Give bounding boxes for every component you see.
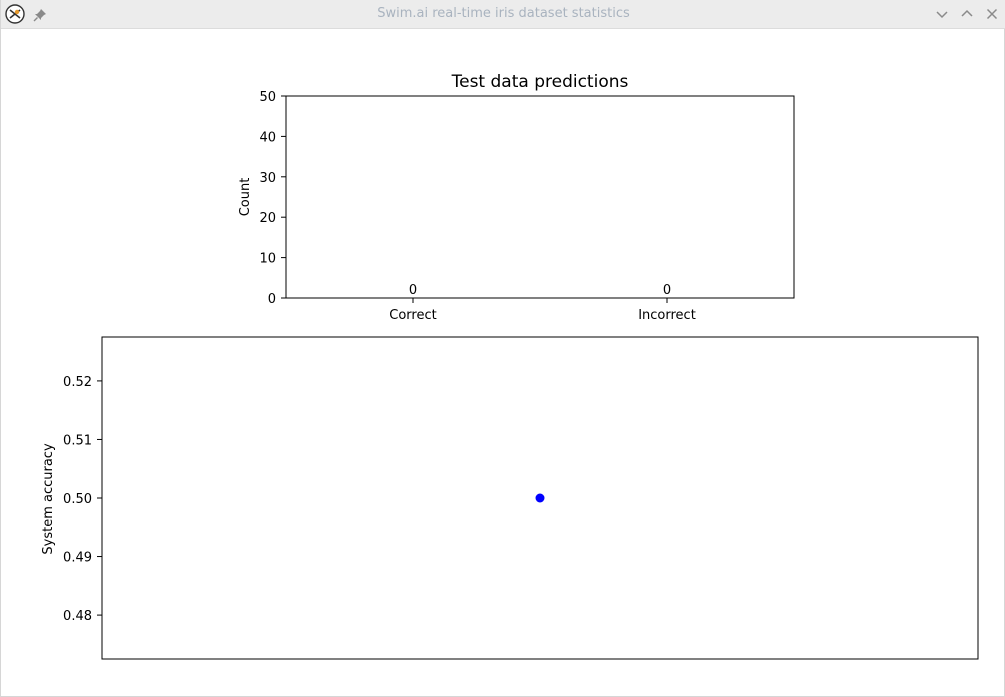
bar-y-tick-label: 20: [259, 211, 276, 226]
accuracy-point: [535, 493, 545, 503]
accuracy-y-tick-label: 0.49: [63, 551, 92, 566]
bar-x-tick-label: Incorrect: [638, 308, 696, 323]
accuracy-y-tick-label: 0.48: [63, 609, 92, 624]
accuracy-y-tick-label: 0.51: [63, 433, 92, 448]
minimize-button[interactable]: [934, 6, 950, 22]
window-title: Swim.ai real-time iris dataset statistic…: [377, 6, 630, 21]
bar-y-tick-label: 0: [268, 292, 276, 307]
bar-chart: Test data predictions 0 10 20 30 40 50 Correc…: [238, 72, 795, 323]
figure-canvas: Test data predictions 0 10 20 30 40 50 Correc…: [41, 72, 979, 660]
accuracy-y-tick-label: 0.50: [63, 492, 92, 507]
maximize-button[interactable]: [959, 6, 975, 22]
close-button[interactable]: [984, 6, 1000, 22]
accuracy-chart: 0.48 0.49 0.50 0.51 0.52 System accuracy: [41, 336, 979, 660]
accuracy-chart-y-label: System accuracy: [41, 443, 56, 555]
bar-y-tick-label: 50: [259, 90, 276, 105]
bar-chart-y-ticks: 0 10 20 30 40 50: [259, 90, 286, 307]
bar-y-tick-label: 40: [259, 130, 276, 145]
bar-y-tick-label: 10: [259, 252, 276, 267]
app-logo-icon[interactable]: [5, 4, 25, 24]
bar-chart-y-label: Count: [238, 178, 253, 217]
close-icon: [986, 8, 998, 20]
bar-x-tick-label: Correct: [389, 308, 436, 323]
chevron-up-icon: [961, 9, 973, 17]
bar-chart-x-ticks: Correct Incorrect: [389, 298, 696, 323]
bar-data-label: 0: [409, 283, 417, 298]
pin-icon[interactable]: [33, 7, 47, 22]
bar-y-tick-label: 30: [259, 171, 276, 186]
bar-chart-plot-area: [285, 95, 795, 299]
accuracy-chart-y-ticks: 0.48 0.49 0.50 0.51 0.52: [63, 375, 102, 624]
chevron-down-icon: [936, 11, 948, 19]
title-bar[interactable]: Swim.ai real-time iris dataset statistic…: [1, 0, 1005, 29]
bar-data-label: 0: [663, 283, 671, 298]
accuracy-chart-points: [535, 493, 545, 503]
accuracy-y-tick-label: 0.52: [63, 375, 92, 390]
bar-chart-title: Test data predictions: [451, 72, 629, 92]
